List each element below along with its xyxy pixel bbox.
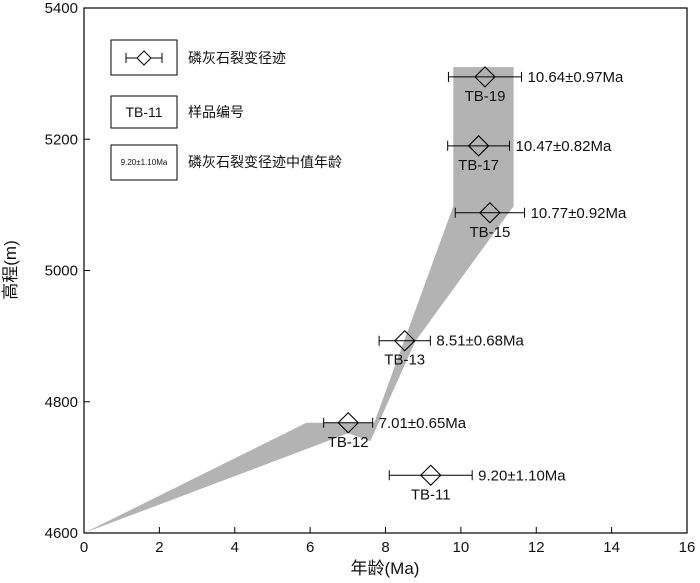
y-tick-label: 5400 <box>45 0 78 17</box>
age-label: 9.20±1.10Ma <box>478 467 566 484</box>
x-tick-label: 8 <box>381 539 389 556</box>
legend: 磷灰石裂变径迹 TB-11 样品编号 9.20±1.10Ma 磷灰石裂变径迹中值… <box>110 39 342 181</box>
age-band <box>84 67 514 533</box>
sample-label: TB-13 <box>384 352 425 369</box>
y-tick-label: 5200 <box>45 131 78 148</box>
data-point-diamond <box>419 464 442 487</box>
x-axis-title: 年龄(Ma) <box>351 559 420 578</box>
sample-label: TB-11 <box>411 486 451 503</box>
y-tick-label: 4800 <box>45 394 78 411</box>
sample-label: TB-15 <box>469 224 510 241</box>
sample-label: TB-12 <box>328 434 369 451</box>
age-label: 10.77±0.92Ma <box>531 205 627 222</box>
age-label: 8.51±0.68Ma <box>436 333 524 350</box>
x-tick-label: 16 <box>679 539 696 556</box>
x-tick-label: 4 <box>231 539 239 556</box>
axis-ticks: 0 2 4 6 8 10 12 14 16 4600 4800 5000 5200 5400 <box>45 0 696 556</box>
band-layer <box>84 67 514 533</box>
data-point-diamond <box>474 66 496 88</box>
x-tick-label: 0 <box>80 539 88 556</box>
legend-symbol-label: 磷灰石裂变径迹 <box>188 50 286 66</box>
x-tick-label: 2 <box>155 539 163 556</box>
x-tick-label: 14 <box>603 539 620 556</box>
legend-sample-box <box>110 95 178 129</box>
y-tick-label: 5000 <box>45 263 78 280</box>
x-tick-label: 10 <box>453 539 470 556</box>
data-point-diamond <box>337 411 359 434</box>
legend-sample-box-text: TB-11 <box>125 104 162 120</box>
plot-frame <box>83 7 688 534</box>
sample-label: TB-17 <box>458 157 499 174</box>
x-tick-label: 12 <box>528 539 545 556</box>
data-point-diamond <box>479 201 501 224</box>
sample-label: TB-19 <box>465 88 506 105</box>
age-label: 10.47±0.82Ma <box>515 138 611 155</box>
legend-band-box <box>110 144 178 181</box>
data-points: TB-19 10.64±0.97Ma TB-17 10.47±0.82Ma TB-15 1… <box>323 66 627 503</box>
age-label: 7.01±0.65Ma <box>379 415 467 432</box>
y-tick-label: 4600 <box>45 525 78 542</box>
x-tick-label: 6 <box>306 539 314 556</box>
legend-band-label: 磷灰石裂变径迹中值年龄 <box>188 154 342 170</box>
data-point-diamond <box>393 329 416 352</box>
legend-band-box-text: 9.20±1.10Ma <box>121 158 168 167</box>
legend-sample-label: 样品编号 <box>188 104 244 120</box>
y-axis-title: 高程(m) <box>1 240 20 299</box>
legend-diamond-icon <box>136 50 152 66</box>
age-label: 10.64±0.97Ma <box>528 69 624 86</box>
data-point-diamond <box>467 135 490 157</box>
